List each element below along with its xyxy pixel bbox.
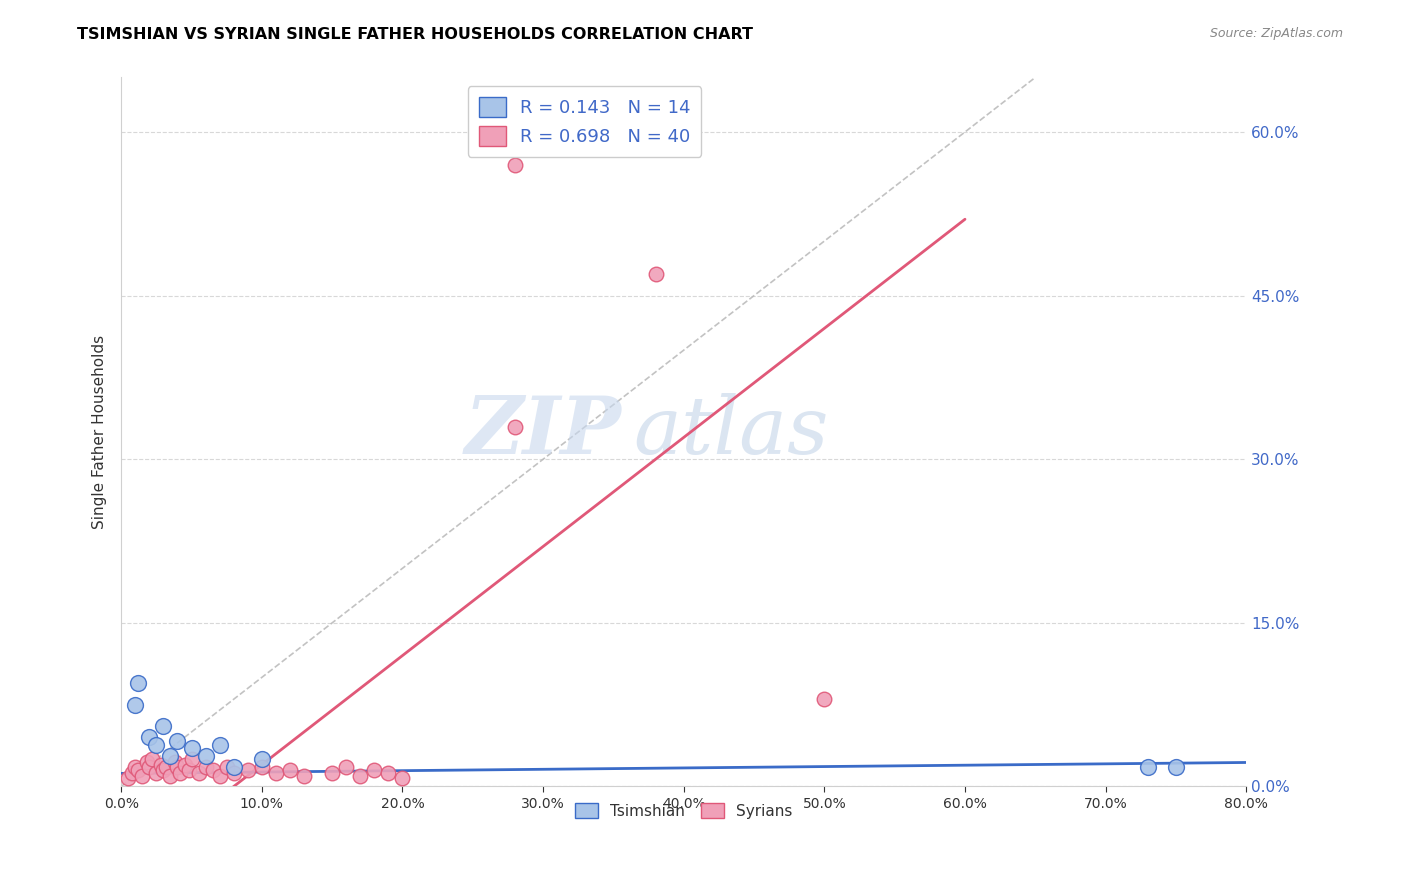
Point — [236, 763, 259, 777]
Point — [124, 698, 146, 712]
Y-axis label: Single Father Households: Single Father Households — [93, 334, 107, 529]
Point — [222, 760, 245, 774]
Point — [159, 768, 181, 782]
Point — [173, 757, 195, 772]
Point — [135, 756, 157, 770]
Point — [149, 757, 172, 772]
Point — [1136, 760, 1159, 774]
Point — [377, 766, 399, 780]
Point — [138, 731, 160, 745]
Point — [166, 733, 188, 747]
Point — [187, 766, 209, 780]
Point — [222, 766, 245, 780]
Point — [250, 752, 273, 766]
Point — [349, 768, 371, 782]
Point — [215, 760, 238, 774]
Point — [166, 760, 188, 774]
Point — [145, 738, 167, 752]
Point — [117, 771, 139, 785]
Point — [121, 766, 143, 780]
Point — [208, 738, 231, 752]
Text: atlas: atlas — [633, 393, 828, 471]
Point — [163, 756, 186, 770]
Point — [1164, 760, 1187, 774]
Point — [145, 766, 167, 780]
Point — [201, 763, 224, 777]
Point — [264, 766, 287, 780]
Point — [141, 752, 163, 766]
Point — [321, 766, 343, 780]
Point — [278, 763, 301, 777]
Point — [813, 692, 835, 706]
Point — [503, 158, 526, 172]
Point — [194, 748, 217, 763]
Point — [208, 768, 231, 782]
Point — [335, 760, 357, 774]
Text: Source: ZipAtlas.com: Source: ZipAtlas.com — [1209, 27, 1343, 40]
Point — [155, 760, 177, 774]
Legend: Tsimshian, Syrians: Tsimshian, Syrians — [569, 797, 799, 825]
Point — [177, 763, 200, 777]
Point — [124, 760, 146, 774]
Point — [180, 752, 202, 766]
Point — [169, 766, 191, 780]
Point — [363, 763, 385, 777]
Point — [131, 768, 153, 782]
Point — [138, 760, 160, 774]
Point — [127, 676, 149, 690]
Point — [127, 763, 149, 777]
Point — [503, 419, 526, 434]
Text: TSIMSHIAN VS SYRIAN SINGLE FATHER HOUSEHOLDS CORRELATION CHART: TSIMSHIAN VS SYRIAN SINGLE FATHER HOUSEH… — [77, 27, 754, 42]
Point — [250, 760, 273, 774]
Point — [152, 763, 174, 777]
Point — [159, 748, 181, 763]
Point — [644, 267, 666, 281]
Point — [152, 719, 174, 733]
Point — [292, 768, 315, 782]
Point — [194, 760, 217, 774]
Point — [391, 771, 413, 785]
Text: ZIP: ZIP — [465, 393, 621, 471]
Point — [180, 741, 202, 756]
